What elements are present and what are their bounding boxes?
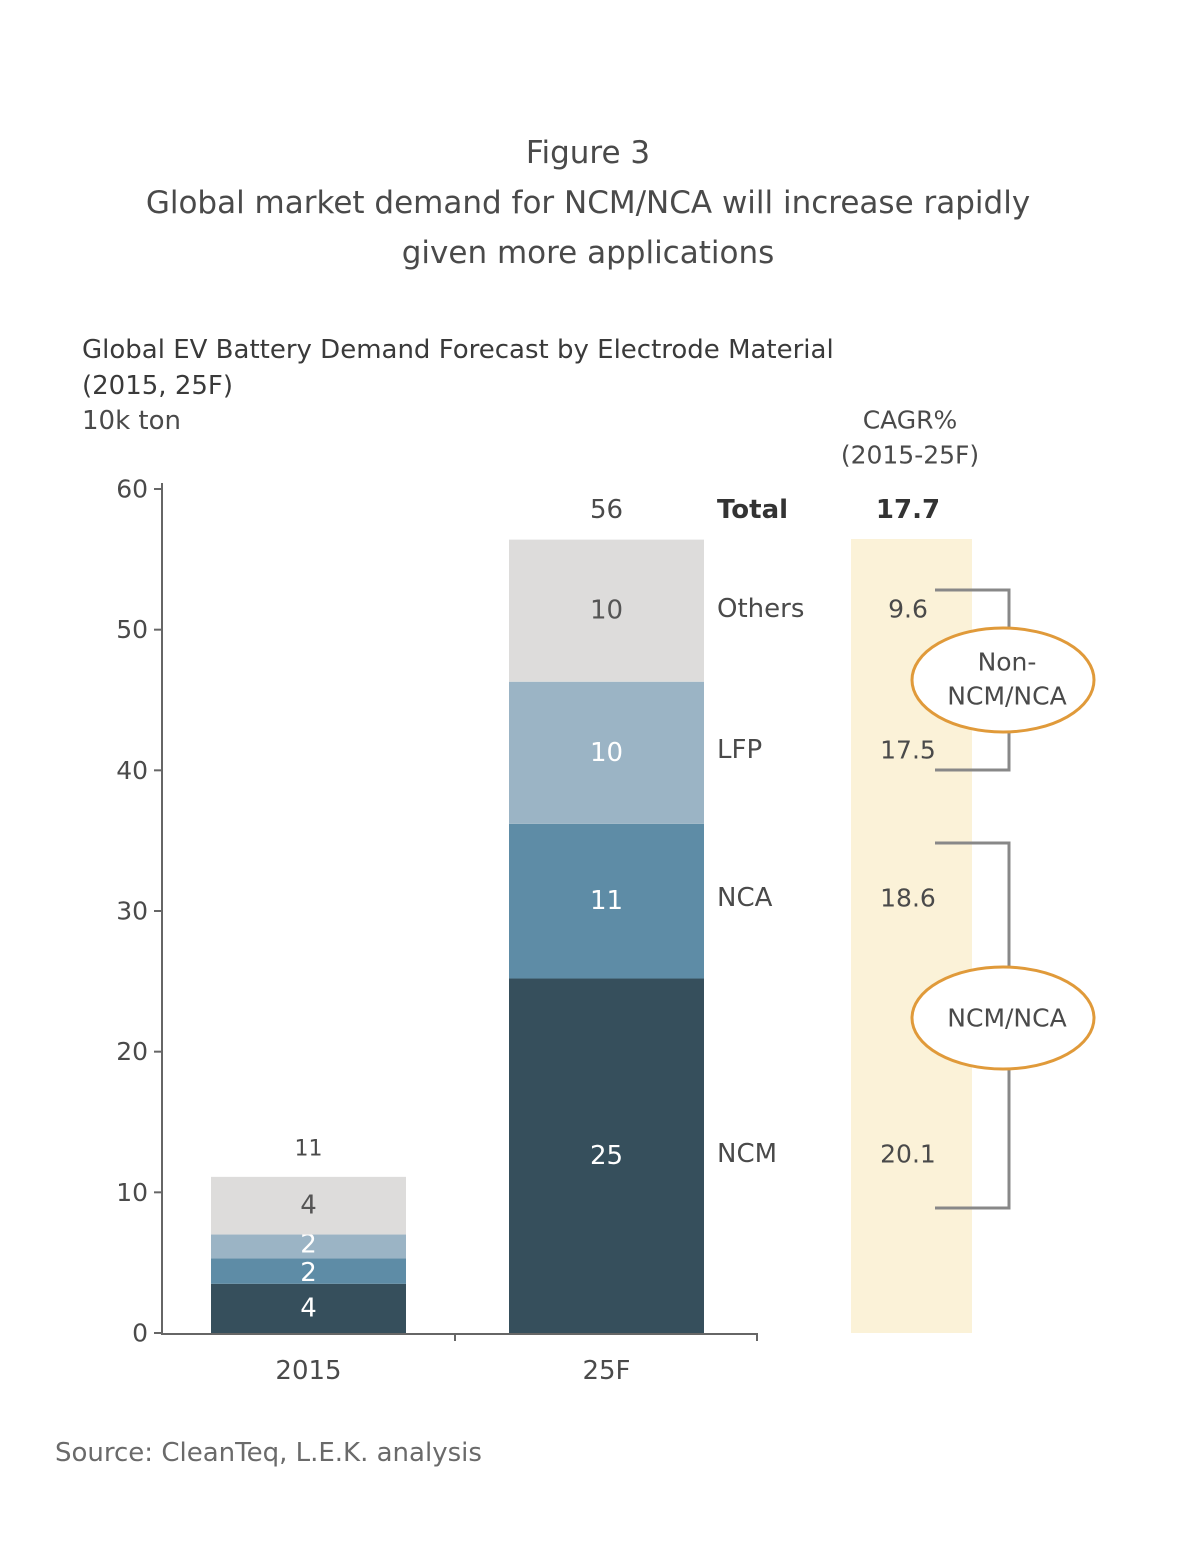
- segment-label: 4: [300, 1191, 317, 1221]
- cagr-total: 17.7: [876, 495, 940, 525]
- plot-area: 0 10 20 30 40 50 60 4 22 4 11 2015 25 11 10 10 56 25F NCM 2…: [116, 406, 1096, 1386]
- bar-segment-lfp-2015: [211, 1234, 406, 1259]
- cagr-value-others: 9.6: [888, 595, 928, 624]
- x-tick-label: 2015: [275, 1356, 341, 1386]
- source-note: Source: CleanTeq, L.E.K. analysis: [55, 1438, 482, 1468]
- headline-line-1: Global market demand for NCM/NCA will in…: [146, 185, 1030, 221]
- bracket-non-ncm-nca-bottom: [935, 730, 1011, 772]
- bar-segment-others-2015: [211, 1176, 406, 1235]
- group-label-non-ncm-nca: Non-: [978, 648, 1037, 677]
- group-ellipse-non-ncm-nca: [910, 626, 1096, 734]
- bracket-ncm-nca-top: [935, 841, 1011, 967]
- chart-title-years: (2015, 25F): [82, 371, 233, 401]
- y-tick-label: 60: [116, 475, 148, 504]
- bar-segment-lfp-25f: [509, 681, 704, 824]
- total-row-label: Total: [717, 495, 788, 525]
- figure-label: Figure 3: [526, 135, 650, 171]
- cagr-header: CAGR%: [863, 406, 958, 435]
- segment-label: 10: [590, 738, 623, 768]
- bar-segment-nca-25f: [509, 823, 704, 979]
- legend-label-others: Others: [717, 594, 804, 624]
- cagr-value-nca: 18.6: [880, 884, 936, 913]
- bar-segment-others-25f: [509, 539, 704, 682]
- cagr-value-lfp: 17.5: [880, 736, 936, 765]
- y-tick-label: 50: [116, 615, 148, 644]
- y-tick-label: 40: [116, 756, 148, 785]
- segment-label: 2: [300, 1229, 317, 1259]
- group-label-ncm-nca: NCM/NCA: [947, 1004, 1066, 1033]
- legend-label-lfp: LFP: [717, 735, 762, 765]
- total-label: 56: [590, 495, 623, 525]
- segment-label: 11: [590, 886, 623, 916]
- segment-label: 2: [300, 1258, 317, 1288]
- headline-line-2: given more applications: [402, 235, 775, 271]
- cagr-header-period: (2015-25F): [841, 441, 979, 470]
- y-axis-unit: 10k ton: [82, 406, 181, 436]
- segment-label: 4: [300, 1293, 317, 1323]
- segment-label: 25: [590, 1141, 623, 1171]
- legend-label-ncm: NCM: [717, 1139, 777, 1169]
- legend-label-nca: NCA: [717, 883, 773, 913]
- group-ellipse-ncm-nca: [910, 965, 1096, 1071]
- bracket-ncm-nca-bottom: [935, 1070, 1011, 1210]
- chart-title: Global EV Battery Demand Forecast by Ele…: [82, 335, 834, 365]
- y-tick-label: 10: [116, 1178, 148, 1207]
- group-label-non-ncm-nca-line2: NCM/NCA: [947, 682, 1066, 711]
- bar-segment-nca-2015: [211, 1258, 406, 1284]
- total-label: 11: [295, 1137, 323, 1162]
- x-tick-label: 25F: [582, 1356, 630, 1386]
- bracket-non-ncm-nca-top: [935, 588, 1011, 630]
- y-tick-label: 30: [116, 897, 148, 926]
- y-tick-label: 0: [132, 1319, 148, 1348]
- bar-segment-ncm-2015: [211, 1283, 406, 1333]
- segment-label: 10: [590, 596, 623, 626]
- cagr-value-ncm: 20.1: [880, 1140, 936, 1169]
- bar-segment-ncm-25f: [509, 978, 704, 1333]
- y-tick-label: 20: [116, 1037, 148, 1066]
